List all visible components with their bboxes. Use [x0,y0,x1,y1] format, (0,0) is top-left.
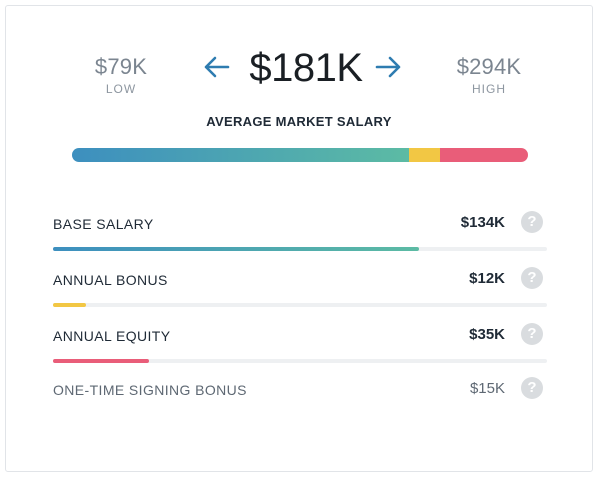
salary-card: $79K LOW $181K $294K HIGH AVERAGE MARKET… [5,5,593,472]
component-fill [53,359,149,363]
component-label: ANNUAL EQUITY [53,328,171,344]
low-salary: $79K LOW [76,54,166,96]
component-value: $15K [469,380,505,397]
component-value: $134K [460,214,505,231]
composite-salary-bar [72,148,528,162]
question-icon[interactable]: ? [521,323,543,345]
component-track [53,303,547,307]
next-arrow-icon[interactable] [374,52,404,82]
composite-segment-base [72,148,410,162]
average-salary-caption: AVERAGE MARKET SALARY [206,114,392,129]
question-icon[interactable]: ? [521,377,543,399]
component-row: BASE SALARY $134K? [53,210,583,251]
question-icon[interactable]: ? [521,211,543,233]
component-track [53,359,547,363]
composite-segment-bonus [409,148,440,162]
component-track [53,247,547,251]
high-salary: $294K HIGH [444,54,534,96]
component-label: BASE SALARY [53,216,154,232]
high-salary-value: $294K [456,54,522,79]
component-fill [53,303,86,307]
previous-arrow-icon[interactable] [201,52,231,82]
component-value: $12K [469,270,505,287]
component-row: ONE-TIME SIGNING BONUS $15K? [53,376,583,416]
component-row: ANNUAL EQUITY $35K? [53,322,583,363]
component-value: $35K [469,326,505,343]
component-row: ANNUAL BONUS $12K? [53,266,583,307]
question-icon[interactable]: ? [521,267,543,289]
low-salary-value: $79K [94,54,148,79]
component-label: ONE-TIME SIGNING BONUS [53,382,247,398]
component-label: ANNUAL BONUS [53,272,168,288]
component-fill [53,247,419,251]
high-salary-caption: HIGH [472,82,506,96]
composite-segment-equity [439,148,528,162]
low-salary-caption: LOW [105,82,137,96]
average-salary-value: $181K [249,46,363,90]
